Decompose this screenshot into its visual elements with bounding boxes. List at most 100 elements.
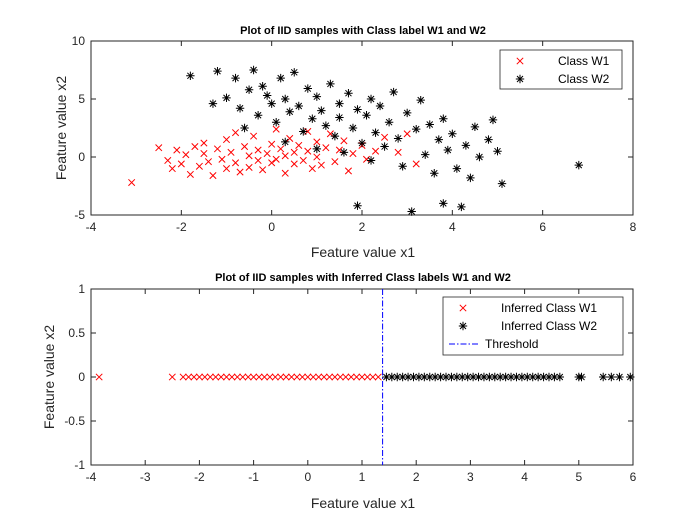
data-point — [217, 373, 225, 381]
data-point — [290, 68, 299, 77]
data-point — [330, 131, 340, 141]
data-point — [315, 373, 323, 381]
data-point — [362, 155, 371, 163]
data-point — [366, 94, 376, 104]
data-point — [493, 147, 502, 156]
data-point — [485, 372, 494, 382]
data-point — [185, 373, 193, 381]
data-point — [366, 156, 376, 165]
data-point — [353, 201, 362, 210]
data-point — [281, 137, 290, 147]
data-point — [222, 136, 231, 144]
data-point — [250, 132, 258, 140]
data-point — [407, 207, 416, 216]
data-point — [447, 372, 456, 382]
legend-box — [442, 296, 624, 356]
data-point — [353, 373, 361, 381]
legend-label: Class W2 — [558, 72, 610, 86]
data-point — [222, 373, 231, 381]
x-tick-label: -4 — [86, 470, 97, 484]
data-point — [430, 169, 439, 178]
data-point — [412, 124, 421, 134]
y-tick-label: -0.5 — [64, 414, 85, 428]
bottom-scatter-plot: -4 -3 -2 -1 0 1 2 3 4 5 6 -1 -0.5 0 0.5 1 Inferred Class… — [41, 272, 637, 511]
data-point — [496, 372, 505, 382]
data-point — [200, 139, 208, 147]
data-point — [287, 373, 296, 381]
data-point — [501, 372, 510, 382]
data-point — [200, 149, 208, 158]
data-point — [544, 372, 554, 382]
x-tick-label: 3 — [467, 470, 474, 484]
data-point — [244, 373, 252, 381]
data-point — [231, 159, 240, 167]
data-point — [250, 373, 258, 381]
data-point — [394, 148, 402, 156]
x-tick-label: 2 — [413, 470, 420, 484]
data-point — [380, 142, 389, 151]
data-point — [255, 373, 263, 381]
data-point — [312, 92, 322, 101]
data-point — [369, 373, 377, 381]
data-point — [325, 373, 334, 381]
data-point — [326, 79, 335, 89]
data-point — [260, 373, 268, 381]
data-point — [387, 372, 397, 382]
y-tick-label: 0 — [78, 370, 85, 384]
data-point — [403, 372, 413, 382]
data-point — [349, 149, 357, 158]
data-point — [227, 148, 235, 156]
data-point — [285, 107, 294, 116]
data-point — [299, 156, 307, 165]
data-point — [474, 372, 483, 382]
data-point — [539, 372, 548, 382]
data-point — [461, 141, 471, 150]
data-point — [95, 373, 103, 381]
data-point — [254, 156, 262, 165]
data-point — [555, 372, 565, 382]
data-point — [304, 373, 312, 381]
data-point — [398, 372, 407, 382]
bottom-y-axis-label: Feature value x2 — [41, 325, 57, 429]
data-point — [389, 87, 398, 97]
legend: Inferred Class W1 Inferred Class W2 Thresh… — [442, 296, 624, 356]
x-tick-label: 0 — [268, 220, 275, 234]
data-point — [294, 101, 303, 111]
legend: Class W1 Class W2 — [499, 49, 623, 90]
data-point — [484, 135, 493, 144]
data-point — [470, 122, 480, 132]
legend-label: Class W1 — [558, 54, 610, 68]
bottom-x-axis-label: Feature value x1 — [311, 495, 415, 511]
y-tick-label: 0.5 — [68, 326, 85, 340]
x-tick-label: 2 — [359, 220, 366, 234]
data-point — [340, 137, 348, 145]
data-point — [281, 169, 289, 177]
data-point — [308, 165, 316, 173]
data-point — [282, 373, 290, 381]
data-point — [393, 134, 403, 143]
data-point — [412, 160, 420, 168]
data-point — [186, 71, 195, 80]
legend-marker-star — [515, 74, 525, 84]
data-point — [403, 130, 411, 138]
data-point — [204, 158, 212, 166]
data-point — [347, 373, 355, 381]
data-point — [179, 373, 187, 381]
data-point — [293, 373, 301, 381]
data-point — [420, 372, 429, 382]
series-inferred-class-w2 — [382, 372, 635, 382]
data-point — [249, 65, 258, 75]
data-point — [421, 150, 430, 159]
data-point — [263, 149, 271, 158]
data-point — [308, 114, 317, 123]
data-point — [512, 372, 521, 382]
data-point — [393, 372, 402, 382]
data-point — [272, 125, 280, 133]
data-point — [201, 373, 209, 381]
data-point — [262, 91, 272, 100]
data-point — [290, 148, 298, 156]
data-point — [240, 123, 249, 133]
data-point — [457, 202, 466, 212]
data-point — [320, 373, 328, 381]
data-point — [475, 152, 484, 162]
